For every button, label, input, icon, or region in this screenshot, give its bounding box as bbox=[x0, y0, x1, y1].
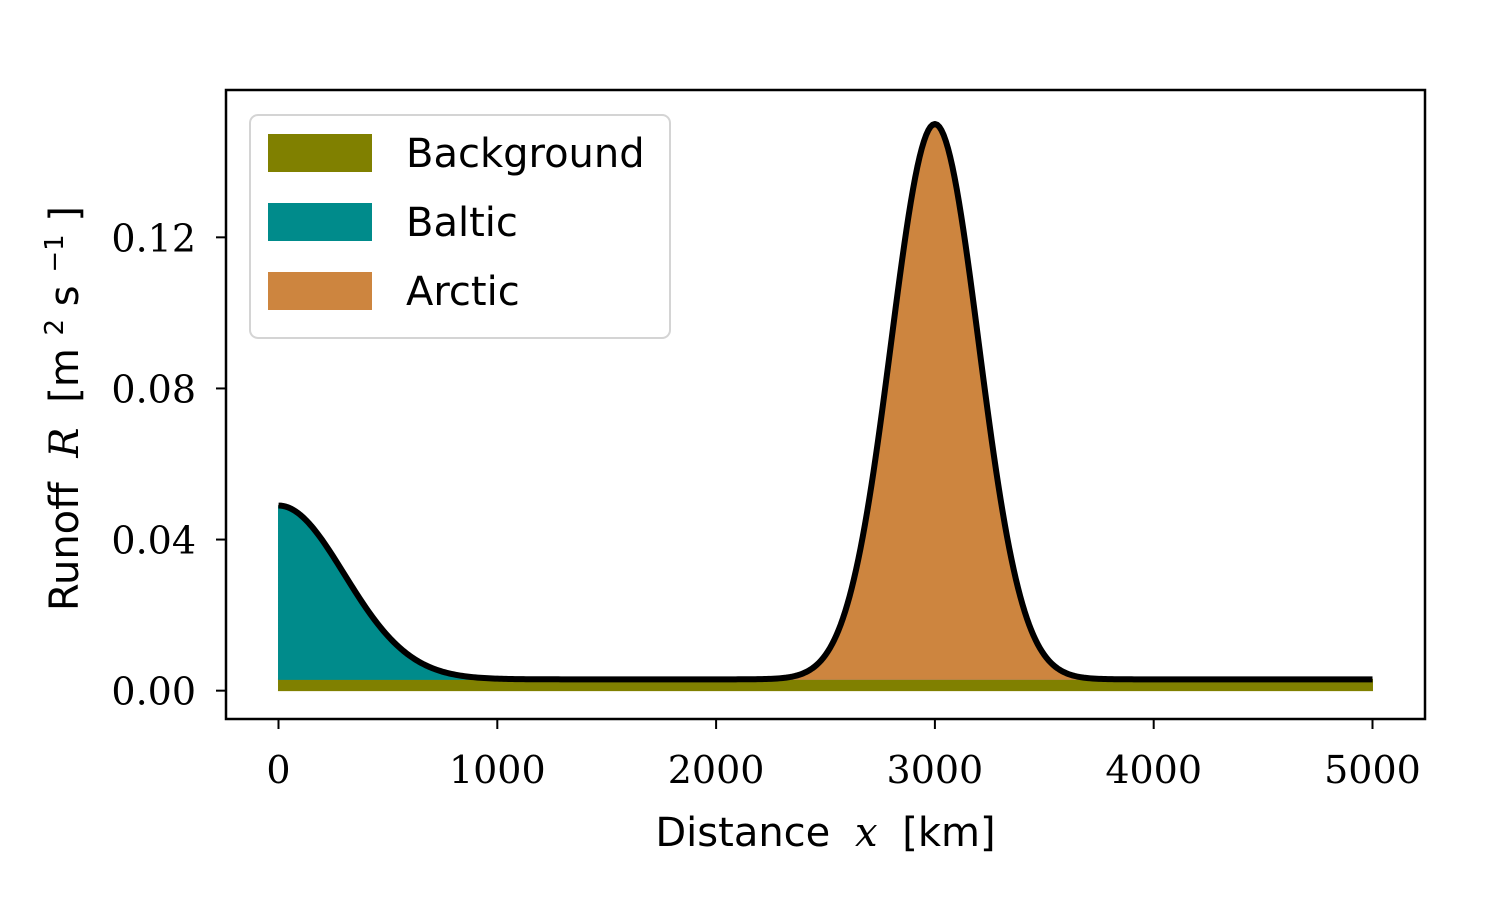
legend-label-baltic: Baltic bbox=[406, 200, 518, 246]
legend: Background Baltic Arctic bbox=[249, 114, 671, 339]
y-axis-label-unit-close: ] bbox=[42, 206, 88, 222]
y-axis-label-unit-open: [m bbox=[42, 348, 88, 403]
legend-swatch-baltic bbox=[268, 203, 372, 241]
legend-swatch-background bbox=[268, 134, 372, 172]
plot-frame bbox=[224, 88, 1427, 721]
x-axis-label-unit: [km] bbox=[902, 810, 995, 856]
legend-label-background: Background bbox=[406, 131, 645, 177]
x-tick-label: 2000 bbox=[668, 748, 765, 792]
y-axis-label-unit-exp2: −1 bbox=[40, 234, 70, 272]
legend-swatch-arctic bbox=[268, 272, 372, 310]
x-axis-label-prefix: Distance bbox=[655, 810, 830, 856]
y-axis-label-var: R bbox=[42, 427, 88, 458]
total-runoff-line bbox=[277, 121, 1374, 683]
x-axis-label-var: x bbox=[855, 810, 878, 856]
x-tick-label: 3000 bbox=[887, 748, 984, 792]
y-axis-label-prefix: Runoff bbox=[42, 481, 88, 611]
x-tick-label: 5000 bbox=[1324, 748, 1421, 792]
x-axis-ticks: 0 1000 2000 3000 4000 5000 bbox=[266, 719, 1421, 792]
y-axis-label-unit-mid: s bbox=[42, 285, 88, 306]
x-tick-label: 0 bbox=[266, 748, 290, 792]
y-axis-label: Runoff R [m 2 s −1 ] bbox=[27, 206, 88, 611]
y-axis-ticks: 0.00 0.04 0.08 0.12 bbox=[111, 216, 226, 714]
y-tick-label: 0.08 bbox=[111, 367, 196, 411]
y-axis-label-unit-exp1: 2 bbox=[40, 319, 70, 336]
x-tick-label: 4000 bbox=[1105, 748, 1202, 792]
x-axis-label: Distance x [km] bbox=[655, 810, 995, 856]
legend-label-arctic: Arctic bbox=[406, 269, 520, 315]
y-tick-label: 0.12 bbox=[111, 216, 196, 260]
x-tick-label: 1000 bbox=[449, 748, 546, 792]
y-tick-label: 0.04 bbox=[111, 519, 196, 563]
y-tick-label: 0.00 bbox=[111, 670, 196, 714]
